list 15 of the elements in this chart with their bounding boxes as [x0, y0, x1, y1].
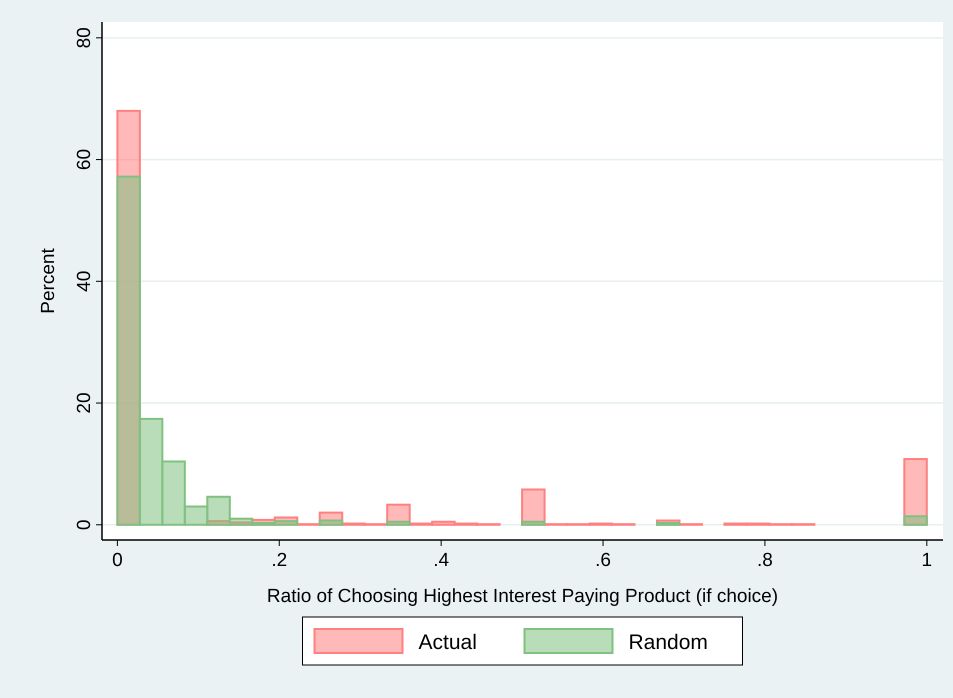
legend-label: Random — [628, 631, 708, 654]
x-tick-label: .6 — [595, 550, 611, 571]
y-tick-label: 60 — [74, 148, 95, 170]
y-tick-label: 40 — [74, 270, 95, 292]
y-tick-label: 20 — [74, 392, 95, 414]
x-tick-label: 1 — [922, 550, 932, 571]
x-tick-label: .8 — [756, 550, 773, 571]
x-tick-label: .4 — [433, 550, 450, 571]
y-axis-title: Percent — [38, 248, 59, 314]
x-axis-title: Ratio of Choosing Highest Interest Paying Product (if choice) — [266, 586, 778, 607]
x-tick-label: .2 — [271, 550, 288, 571]
legend-label: Actual — [418, 631, 477, 654]
y-tick-label: 0 — [74, 519, 95, 530]
x-tick-label: 0 — [112, 550, 123, 571]
y-tick-label: 80 — [74, 27, 95, 48]
